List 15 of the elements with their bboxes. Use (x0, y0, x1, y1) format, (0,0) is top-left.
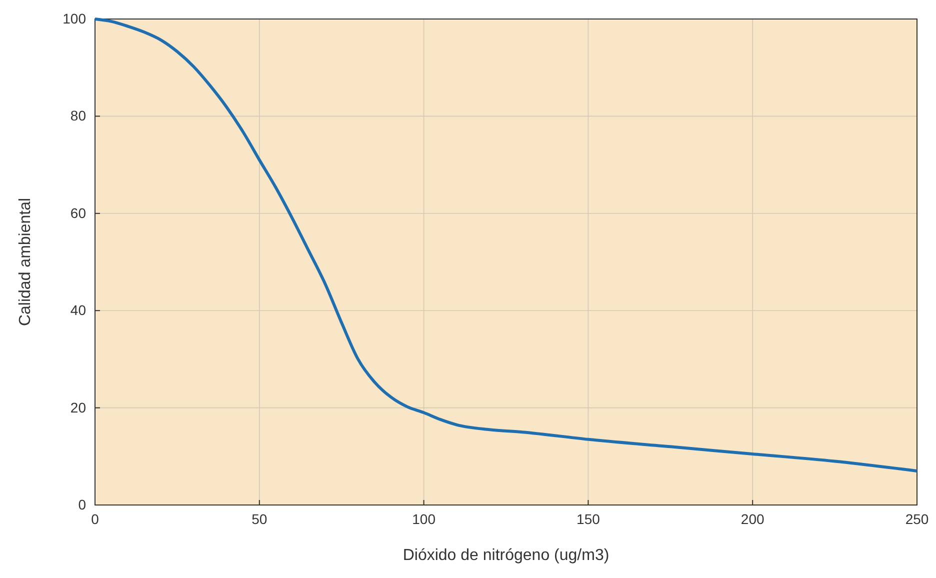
y-tick-label: 40 (70, 302, 86, 318)
y-tick-label: 60 (70, 204, 86, 221)
y-tick-label: 20 (70, 399, 86, 416)
y-tick-label: 0 (78, 496, 86, 512)
y-tick-label: 80 (70, 108, 86, 124)
x-tick-label: 50 (252, 510, 268, 527)
y-tick-label: 100 (62, 10, 86, 26)
x-axis-title: Dióxido de nitrógeno (ug/m3) (402, 547, 610, 564)
x-tick-label: 250 (905, 510, 929, 527)
x-tick-label: 0 (91, 510, 100, 527)
line-series (94, 18, 918, 472)
x-tick-label: 100 (412, 510, 436, 527)
x-tick-label: 200 (740, 510, 764, 527)
y-axis-title: Calidad ambiental (17, 198, 34, 326)
x-tick-label: 150 (576, 510, 600, 527)
